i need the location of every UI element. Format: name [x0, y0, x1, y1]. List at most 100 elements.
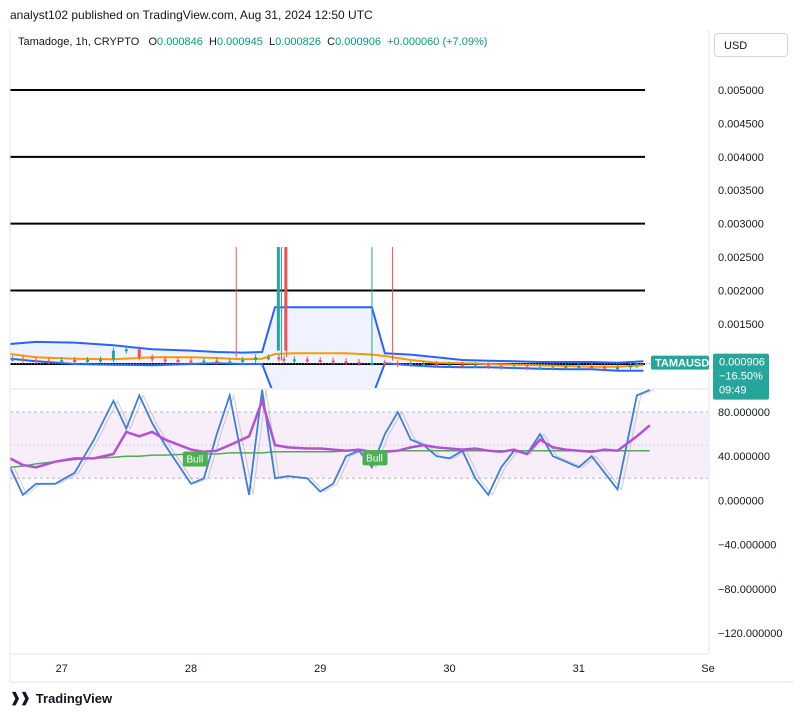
legend-low: 0.000826	[275, 36, 322, 48]
rsi-line	[9, 396, 651, 469]
candle-body	[551, 367, 555, 370]
candle-body	[590, 366, 594, 369]
candle-body	[460, 364, 464, 367]
price-tag-change: −16.50%	[719, 371, 763, 383]
price-tag-countdown: 09:49	[719, 385, 747, 397]
candle-body	[538, 367, 542, 370]
time-tick-label: 30	[443, 663, 455, 675]
candle-body	[370, 362, 374, 365]
tradingview-logo-icon: ❱❱	[10, 690, 31, 705]
price-tag[interactable]	[713, 353, 769, 400]
candle-body	[486, 365, 490, 368]
legend-high: 0.000945	[216, 36, 263, 48]
candle-body	[305, 359, 309, 362]
symbol-legend: Tamadoge, 1h, CRYPTO O0.000846 H0.000945…	[18, 36, 487, 48]
bull-label: Bull	[186, 455, 203, 466]
candle-body	[292, 359, 296, 362]
candle-body	[11, 358, 15, 361]
legend-low-label: L	[269, 36, 276, 48]
candle-body	[202, 360, 206, 363]
osc-tick-label: −40.000000	[718, 540, 776, 552]
candle-body	[137, 349, 141, 358]
legend-close-label: C	[327, 36, 336, 48]
price-tick-label: 0.004000	[718, 152, 764, 164]
oscillator-pane[interactable]: Bull Bull	[9, 389, 708, 497]
candle-body	[215, 360, 219, 363]
candle-body	[473, 365, 477, 368]
publisher-line: analyst102 published on TradingView.com,…	[10, 8, 373, 22]
price-tick-label: 0.005000	[718, 85, 764, 97]
candle-body	[189, 360, 193, 363]
osc-tick-label: 0.000000	[718, 495, 764, 507]
candle-body	[34, 359, 38, 362]
candle-body	[344, 361, 348, 364]
legend-symbol[interactable]: Tamadoge, 1h, CRYPTO	[18, 36, 140, 48]
candle-body	[331, 360, 335, 363]
price-axis[interactable]: 0.005000 0.004500 0.004000 0.003500 0.003000…	[651, 30, 783, 654]
osc-tick-label: −80.000000	[718, 584, 776, 596]
candle-body	[60, 359, 64, 362]
candle-body	[176, 359, 180, 362]
price-tick-label: 0.002500	[718, 252, 764, 264]
candle-body	[435, 364, 439, 366]
candle-body	[525, 366, 529, 369]
currency-selector[interactable]: USD	[714, 33, 788, 57]
time-tick-label: Se	[701, 663, 714, 675]
candle-body	[422, 364, 426, 366]
time-tick-label: 28	[185, 663, 197, 675]
time-axis[interactable]: 27 28 29 30 31 Se	[9, 30, 794, 683]
candle-body	[512, 366, 516, 369]
candle-body	[577, 366, 581, 369]
candle-body	[111, 350, 115, 360]
price-pane[interactable]	[10, 89, 708, 397]
legend-open-label: O	[148, 36, 158, 48]
bull-label: Bull	[366, 453, 383, 464]
top-bar: analyst102 published on TradingView.com,…	[0, 0, 802, 30]
footer-brand[interactable]: ❱❱ TradingView	[10, 690, 112, 706]
bull-label-badge	[362, 450, 388, 466]
candle-body	[383, 362, 387, 365]
candle-body	[564, 366, 568, 369]
brand-name: TradingView	[35, 690, 113, 706]
price-tick-label: 0.001500	[718, 319, 764, 331]
candle-body	[357, 361, 361, 364]
candle-body	[47, 360, 51, 363]
osc-tick-label: −120.000000	[718, 628, 783, 640]
legend-change: +0.000060 (+7.09%)	[387, 36, 488, 48]
spike-candle	[276, 247, 280, 351]
candle-body	[603, 366, 607, 369]
candle-body	[409, 364, 413, 366]
legend-open: 0.000846	[157, 36, 203, 48]
candle-body	[124, 349, 128, 352]
candle-body	[628, 365, 632, 368]
ticker-tag[interactable]	[651, 355, 709, 370]
price-tick-label: 0.003500	[718, 185, 764, 197]
time-tick-label: 31	[573, 663, 585, 675]
candle-body	[396, 363, 400, 366]
candle-body	[499, 366, 503, 369]
ticker-label: TAMAUSD	[655, 358, 709, 370]
bull-label-badge	[182, 451, 208, 467]
candle-body	[318, 359, 322, 362]
candle-body	[228, 361, 232, 364]
spike-candle	[284, 247, 288, 351]
legend-high-label: H	[209, 36, 217, 48]
candle-body	[21, 358, 25, 361]
candle-body	[150, 357, 154, 360]
candle-body	[277, 357, 281, 360]
price-tag-price: 0.000906	[719, 357, 765, 369]
bb-upper-line	[10, 306, 644, 364]
candle-body	[282, 358, 286, 361]
price-tick-label: 0.004500	[718, 118, 764, 130]
legend-close: 0.000906	[335, 36, 381, 48]
candle-body	[616, 367, 620, 370]
candle-body	[447, 364, 451, 367]
candle-body	[98, 359, 102, 362]
candle-body	[267, 357, 271, 360]
osc-tick-label: 80.000000	[718, 407, 770, 419]
candle-body	[73, 359, 77, 362]
candle-body	[86, 359, 90, 362]
candle-body	[241, 359, 245, 362]
candle-body	[163, 359, 167, 362]
